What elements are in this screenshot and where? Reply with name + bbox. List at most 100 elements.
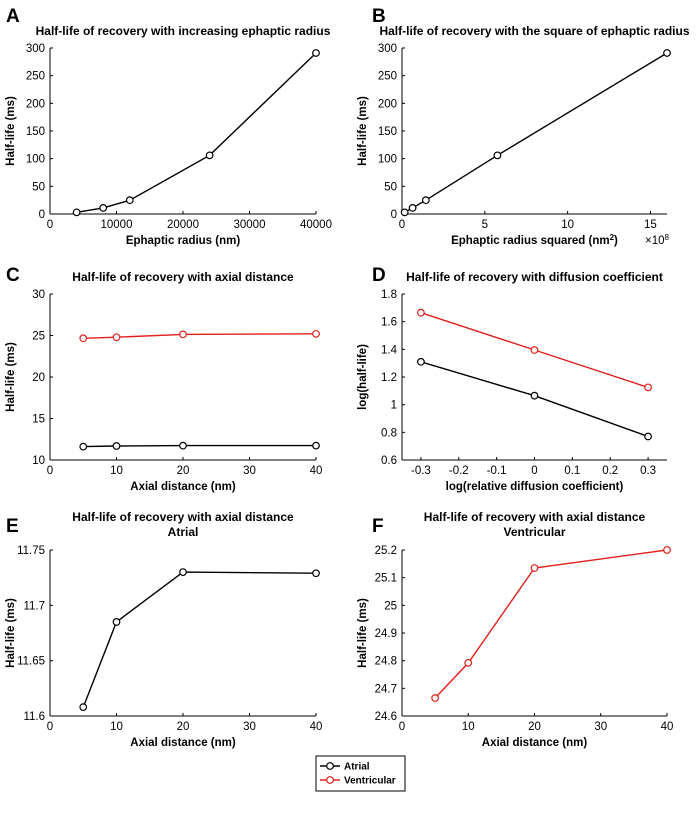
legend-item-atrial: Atrial xyxy=(320,762,370,773)
y-axis-label: Half-life (ms) xyxy=(357,598,369,668)
data-point-atrial xyxy=(493,151,502,160)
x-exponent-label: ×108 xyxy=(645,233,670,248)
x-tick-label: 30 xyxy=(594,721,607,733)
data-point-atrial xyxy=(125,196,134,205)
x-tick-label: 30 xyxy=(243,465,256,477)
data-point-atrial xyxy=(312,441,320,450)
x-axis-label: Axial distance (nm) xyxy=(482,737,588,749)
chart-title: Half-life of recovery with axial distanc… xyxy=(72,510,294,524)
data-point-ventricular xyxy=(644,383,652,392)
data-point-ventricular xyxy=(464,658,473,667)
y-tick-label: 24.8 xyxy=(375,656,397,668)
y-tick-label: 50 xyxy=(384,181,397,193)
y-tick-label: 25.1 xyxy=(375,573,397,585)
panel-c: C Half-life of recovery with axial distan… xyxy=(5,265,322,493)
y-tick-label: 1 xyxy=(391,400,397,412)
y-tick-label: 150 xyxy=(378,126,397,138)
y-tick-label: 25 xyxy=(384,600,397,612)
legend-swatch-marker xyxy=(326,762,334,770)
x-axis-label: Axial distance (nm) xyxy=(130,737,236,749)
y-tick-label: 100 xyxy=(26,154,45,166)
data-point-ventricular xyxy=(179,330,187,339)
x-tick-label: 10 xyxy=(561,219,574,231)
y-tick-label: 11.6 xyxy=(23,711,45,723)
data-point-atrial xyxy=(79,703,88,712)
data-point-atrial xyxy=(79,442,88,451)
chart-subtitle: Ventricular xyxy=(503,525,565,539)
y-tick-label: 15 xyxy=(32,414,45,426)
x-tick-label: 20 xyxy=(177,465,190,477)
data-point-atrial xyxy=(179,441,187,450)
x-tick-label: 40000 xyxy=(300,219,332,231)
x-axis-label: Ephaptic radius (nm) xyxy=(126,235,241,247)
series-line-atrial xyxy=(83,444,316,448)
y-tick-label: 24.9 xyxy=(375,628,397,640)
x-tick-label: 20 xyxy=(177,721,190,733)
y-tick-label: 24.7 xyxy=(375,683,397,695)
x-tick-label: 20000 xyxy=(167,219,199,231)
data-point-atrial xyxy=(312,49,320,57)
data-point-atrial xyxy=(112,618,121,626)
data-point-atrial xyxy=(112,442,121,450)
x-axis-label: Ephaptic radius squared (nm2) xyxy=(451,233,618,248)
y-tick-label: 11.75 xyxy=(17,545,45,557)
y-tick-label: 200 xyxy=(378,98,397,110)
legend-box xyxy=(315,755,406,792)
x-tick-label: 0.1 xyxy=(564,465,580,477)
x-tick-label: 40 xyxy=(310,721,323,733)
y-axis-label: Half-life (ms) xyxy=(5,96,17,166)
x-axis-label: log(relative diffusion coefficient) xyxy=(446,481,624,493)
series-line-ventricular xyxy=(83,333,317,339)
panel-e: E Half-life of recovery with axial distan… xyxy=(5,510,322,749)
x-tick-label: 10 xyxy=(110,465,123,477)
series-line-ventricular xyxy=(434,549,668,699)
y-tick-label: 150 xyxy=(26,126,45,138)
series-line-atrial xyxy=(404,52,668,213)
panel-letter: C xyxy=(6,265,20,286)
panel-letter: D xyxy=(372,265,386,286)
y-tick-label: 0 xyxy=(39,209,45,221)
x-axis-label: Axial distance (nm) xyxy=(130,481,236,493)
y-tick-label: 20 xyxy=(32,372,45,384)
data-point-ventricular xyxy=(312,329,320,338)
data-point-atrial xyxy=(99,204,108,212)
legend-swatch-marker xyxy=(326,776,334,784)
legend: Atrial Ventricular xyxy=(315,755,406,792)
x-tick-label: 30000 xyxy=(234,219,266,231)
y-tick-label: 25 xyxy=(32,331,45,343)
x-tick-label: 40 xyxy=(310,465,323,477)
data-point-atrial xyxy=(421,196,430,205)
x-tick-label: -0.1 xyxy=(487,465,507,477)
x-tick-label: 5 xyxy=(482,219,488,231)
x-tick-label: -0.3 xyxy=(411,465,431,477)
data-point-ventricular xyxy=(530,346,539,354)
data-point-ventricular xyxy=(79,334,88,343)
y-tick-label: 100 xyxy=(378,154,397,166)
data-point-atrial xyxy=(644,432,652,441)
x-tick-label: 0 xyxy=(47,219,53,231)
y-axis-label: log(half-life) xyxy=(357,344,369,410)
x-tick-label: 0.2 xyxy=(602,465,618,477)
y-axis-label: Half-life (ms) xyxy=(357,96,369,166)
legend-label: Atrial xyxy=(344,762,370,773)
y-axis-label: Half-life (ms) xyxy=(5,598,17,668)
y-axis-label: Half-life (ms) xyxy=(5,342,17,412)
panel-letter: F xyxy=(372,516,384,537)
series-line-atrial xyxy=(76,52,317,213)
x-tick-label: 0 xyxy=(399,721,405,733)
y-tick-label: 50 xyxy=(32,181,45,193)
y-tick-label: 25.2 xyxy=(375,545,397,557)
data-point-atrial xyxy=(205,151,214,160)
y-tick-label: 30 xyxy=(32,289,45,301)
data-point-ventricular xyxy=(663,546,671,554)
y-tick-label: 24.6 xyxy=(375,711,397,723)
data-point-atrial xyxy=(408,204,417,212)
chart-title: Half-life of recovery with axial distanc… xyxy=(72,270,294,284)
panel-f: F Half-life of recovery with axial distan… xyxy=(357,510,673,749)
legend-label: Ventricular xyxy=(344,776,396,787)
panel-letter: A xyxy=(6,6,20,27)
y-tick-label: 1.8 xyxy=(381,289,397,301)
y-tick-label: 11.7 xyxy=(23,600,45,612)
